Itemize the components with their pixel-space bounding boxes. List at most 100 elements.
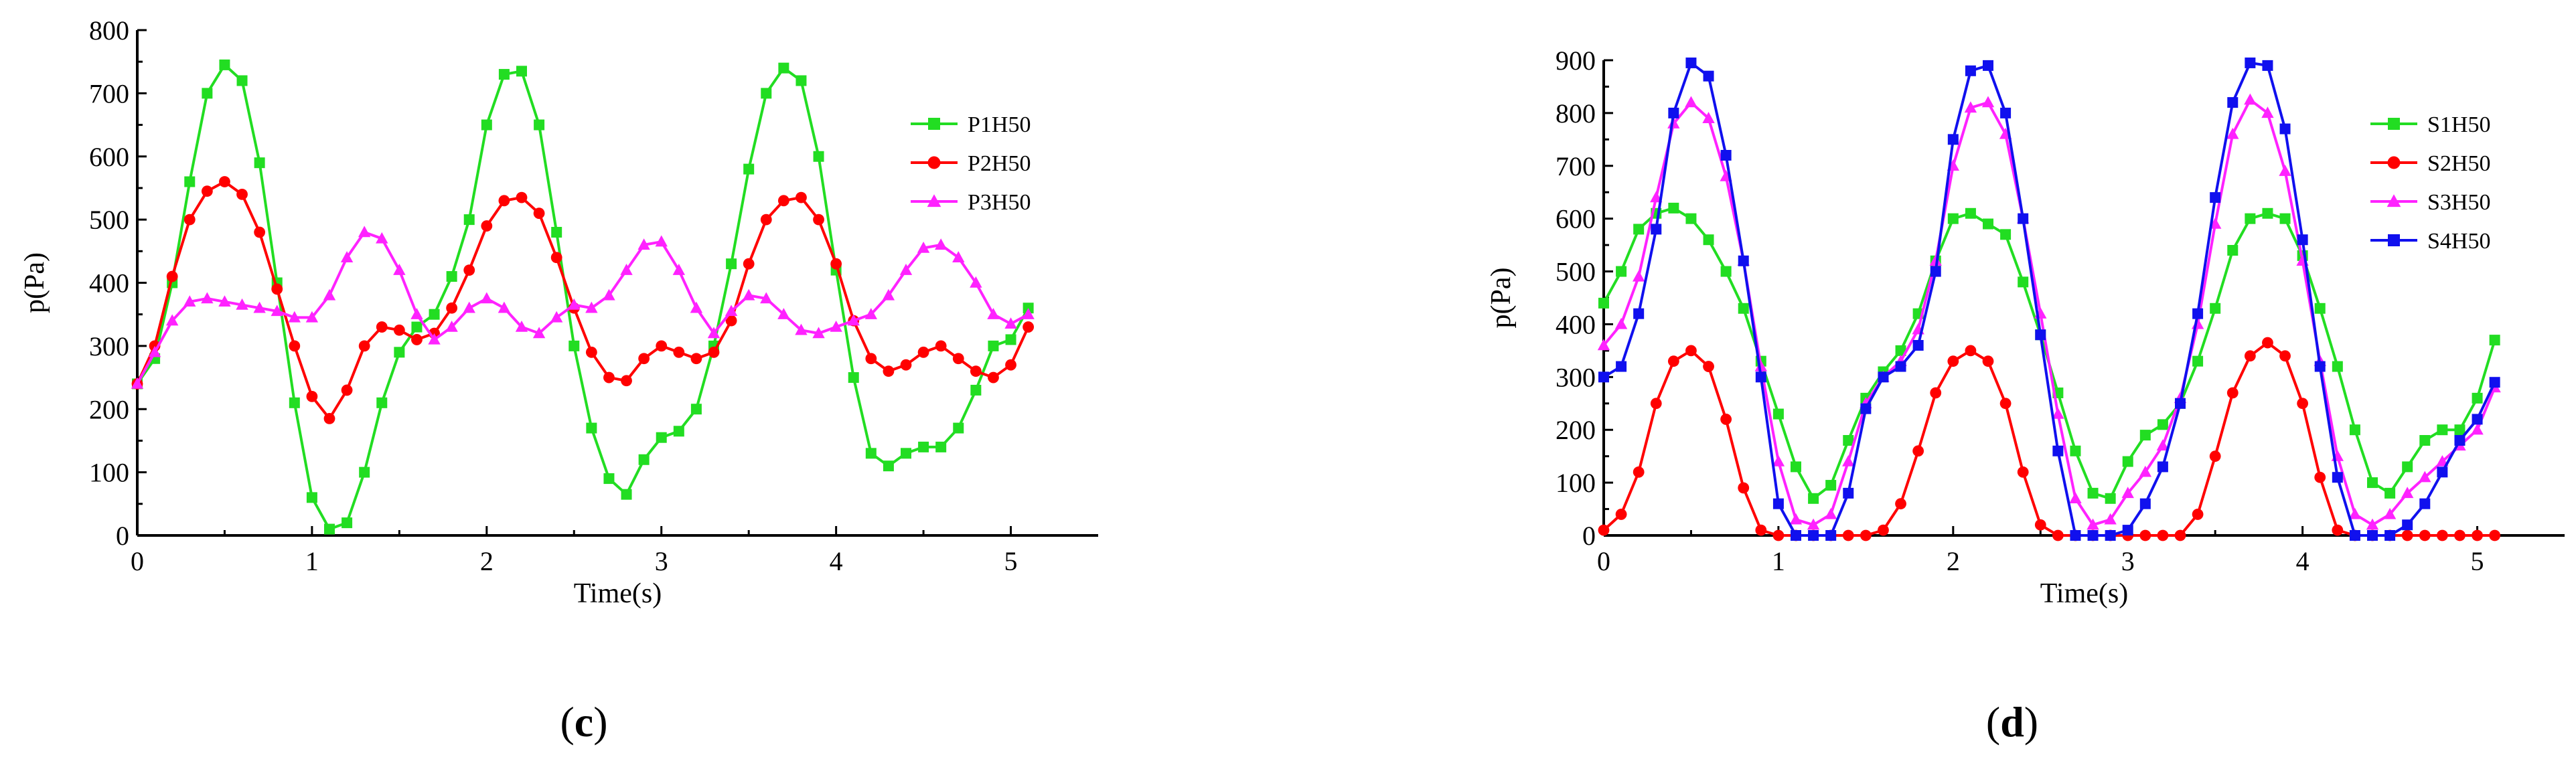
y-tick-label: 300 bbox=[89, 331, 129, 361]
data-point bbox=[2018, 213, 2029, 224]
data-point bbox=[358, 226, 371, 238]
data-point bbox=[1912, 445, 1924, 457]
data-point bbox=[901, 448, 911, 459]
series-line bbox=[136, 180, 1030, 421]
data-point bbox=[446, 271, 457, 282]
legend-marker bbox=[2386, 194, 2401, 207]
legend-marker bbox=[2388, 234, 2400, 246]
data-point bbox=[970, 384, 982, 396]
data-point bbox=[2454, 529, 2466, 541]
data-point bbox=[184, 176, 196, 187]
series-P2H50 bbox=[131, 176, 1035, 424]
data-point bbox=[568, 298, 581, 310]
data-point bbox=[1597, 339, 1610, 351]
x-tick-label: 2 bbox=[1947, 546, 1960, 576]
data-point bbox=[2332, 361, 2343, 372]
legend-entry: P3H50 bbox=[911, 190, 1031, 215]
y-tick-label: 800 bbox=[89, 15, 129, 46]
data-point bbox=[603, 288, 615, 301]
data-point bbox=[289, 397, 300, 408]
data-point bbox=[569, 340, 580, 351]
data-point bbox=[1878, 371, 1889, 383]
data-point bbox=[2436, 529, 2448, 541]
data-point bbox=[2472, 529, 2483, 541]
data-point bbox=[271, 305, 283, 317]
data-point bbox=[2104, 513, 2117, 525]
x-tick-label: 2 bbox=[480, 546, 494, 576]
x-tick-label: 1 bbox=[1772, 546, 1785, 576]
data-point bbox=[777, 195, 789, 207]
data-point bbox=[970, 276, 982, 288]
data-point bbox=[690, 301, 703, 313]
data-point bbox=[445, 320, 458, 332]
data-point bbox=[795, 75, 807, 86]
data-point bbox=[305, 311, 319, 323]
data-point bbox=[2244, 93, 2257, 105]
data-point bbox=[1947, 355, 1959, 367]
data-point bbox=[236, 188, 248, 200]
data-point bbox=[2227, 245, 2239, 256]
data-point bbox=[2419, 435, 2431, 446]
data-point bbox=[1005, 359, 1016, 371]
data-point bbox=[183, 214, 196, 226]
data-point bbox=[2192, 308, 2204, 319]
series-S4H50 bbox=[1598, 57, 2500, 541]
series-line bbox=[136, 230, 1029, 385]
data-point bbox=[1738, 255, 1749, 266]
data-point bbox=[2174, 529, 2186, 541]
data-point bbox=[1598, 524, 1610, 536]
data-point bbox=[2018, 276, 2029, 288]
data-point bbox=[289, 340, 301, 352]
data-point bbox=[2489, 377, 2500, 388]
data-point bbox=[2139, 465, 2152, 477]
data-point bbox=[1738, 303, 1749, 314]
data-point bbox=[1982, 355, 1994, 367]
data-point bbox=[830, 320, 842, 332]
y-tick-label: 100 bbox=[1556, 468, 1596, 498]
data-point bbox=[1912, 340, 1924, 351]
data-point bbox=[813, 151, 824, 162]
data-point bbox=[1685, 213, 1697, 224]
data-point bbox=[1598, 371, 1609, 383]
data-point bbox=[2489, 529, 2501, 541]
data-point bbox=[1808, 530, 1819, 541]
data-point bbox=[656, 432, 667, 443]
data-point bbox=[2087, 530, 2099, 541]
legend-marker bbox=[928, 118, 940, 130]
y-tick-label: 900 bbox=[1556, 46, 1596, 76]
data-point bbox=[2209, 450, 2221, 462]
data-point bbox=[638, 454, 650, 465]
data-point bbox=[1703, 234, 1714, 246]
data-point bbox=[760, 292, 773, 304]
data-point bbox=[2017, 466, 2029, 478]
data-point bbox=[428, 333, 441, 345]
data-point bbox=[673, 426, 684, 437]
legend-entry: S2H50 bbox=[2370, 151, 2490, 176]
data-point bbox=[2139, 430, 2151, 441]
data-point bbox=[1685, 345, 1697, 357]
data-point bbox=[935, 441, 947, 452]
data-point bbox=[883, 460, 894, 472]
data-point bbox=[411, 334, 423, 345]
data-point bbox=[534, 119, 545, 131]
data-point bbox=[1791, 530, 1801, 541]
series-P1H50 bbox=[132, 59, 1034, 535]
data-point bbox=[1702, 112, 1715, 123]
data-point bbox=[2052, 529, 2064, 541]
data-point bbox=[481, 220, 493, 232]
data-point bbox=[865, 353, 877, 365]
data-point bbox=[359, 466, 370, 478]
data-point bbox=[1668, 202, 1679, 214]
data-point bbox=[1755, 524, 1767, 536]
data-point bbox=[2401, 529, 2413, 541]
data-point bbox=[1668, 107, 1679, 118]
data-point bbox=[2402, 461, 2413, 473]
data-point bbox=[1650, 191, 1663, 203]
data-point bbox=[498, 301, 511, 313]
data-point bbox=[2192, 509, 2204, 520]
data-point bbox=[2052, 445, 2064, 456]
panel-label: (c) bbox=[560, 698, 607, 746]
data-point bbox=[988, 371, 999, 384]
data-point bbox=[551, 227, 562, 238]
data-point bbox=[2139, 529, 2151, 541]
